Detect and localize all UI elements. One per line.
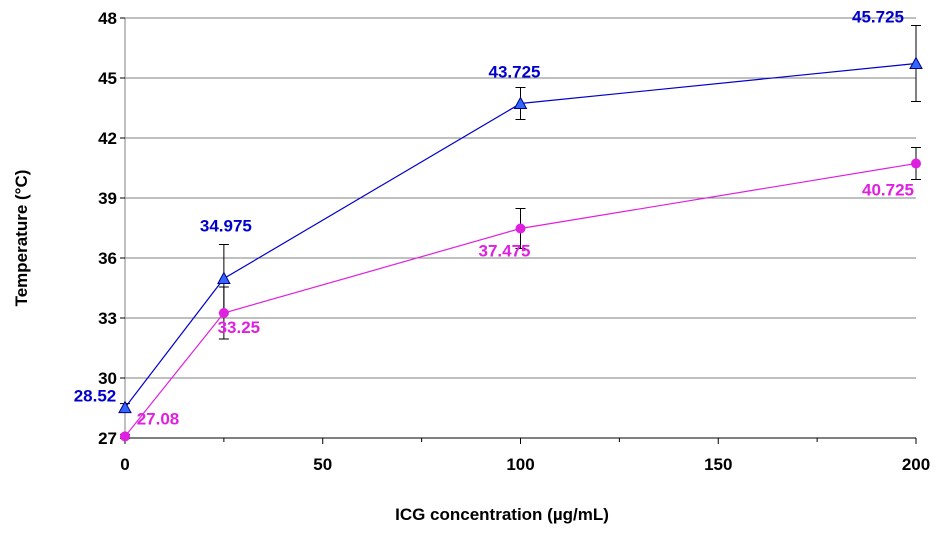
y-tick-label: 36 — [98, 249, 117, 268]
data-label: 28.52 — [74, 387, 117, 406]
data-point — [515, 223, 526, 234]
tick-labels: 27 30 33 36 39 42 45 48 0 50 100 150 200 — [98, 9, 930, 474]
data-label: 34.975 — [200, 217, 252, 236]
data-label: 45.725 — [852, 8, 904, 27]
y-tick-label: 27 — [98, 429, 117, 448]
data-point — [217, 271, 231, 284]
y-tick-label: 45 — [98, 69, 117, 88]
y-tick-label: 33 — [98, 309, 117, 328]
series-0 — [118, 25, 923, 414]
x-tick-label: 150 — [704, 455, 732, 474]
x-axis-title: ICG concentration (µg/mL) — [395, 505, 609, 524]
series-line — [124, 162, 917, 437]
x-tick-label: 0 — [120, 455, 129, 474]
y-tick-label: 39 — [98, 189, 117, 208]
data-point — [218, 308, 229, 318]
x-tick-label: 100 — [506, 455, 534, 474]
y-tick-label: 48 — [98, 9, 117, 28]
data-label: 40.725 — [862, 181, 914, 200]
y-tick-label: 30 — [98, 369, 117, 388]
y-tick-label: 42 — [98, 129, 117, 148]
data-label: 37.475 — [479, 242, 531, 261]
grid-lines — [125, 17, 916, 439]
data-point — [911, 158, 921, 169]
data-point — [909, 56, 923, 69]
x-tick-label: 200 — [902, 455, 930, 474]
series-1 — [120, 147, 921, 442]
data-label: 43.725 — [489, 63, 541, 82]
data-label: 27.08 — [137, 409, 180, 428]
series-line — [124, 62, 917, 408]
data-point — [120, 431, 130, 442]
data-label: 33.25 — [218, 318, 261, 337]
x-tick-label: 50 — [313, 455, 332, 474]
y-axis-title: Temperature (°C) — [12, 170, 31, 307]
series-layer — [118, 25, 923, 442]
axes — [120, 17, 917, 444]
data-labels: 28.52 34.975 43.725 45.725 27.08 33.25 37.475 4… — [74, 8, 914, 429]
data-point — [513, 96, 528, 109]
data-point — [118, 400, 132, 414]
